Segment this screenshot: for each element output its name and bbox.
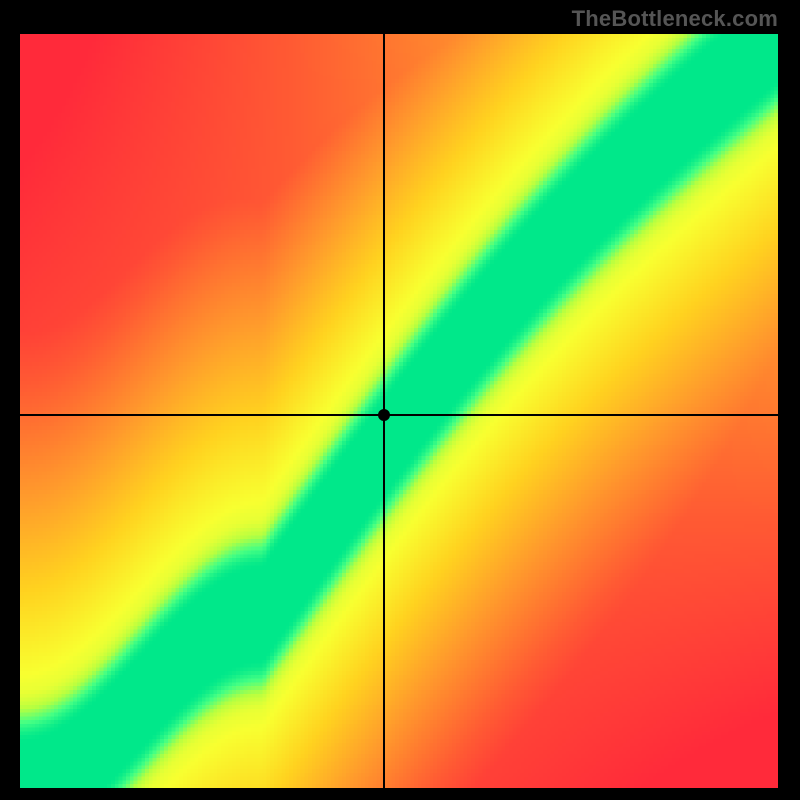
heatmap-plot-area bbox=[20, 34, 778, 788]
bottleneck-heatmap-canvas bbox=[20, 34, 778, 788]
selection-marker-dot bbox=[378, 409, 390, 421]
crosshair-horizontal-line bbox=[20, 414, 778, 416]
watermark-text: TheBottleneck.com bbox=[572, 6, 778, 32]
